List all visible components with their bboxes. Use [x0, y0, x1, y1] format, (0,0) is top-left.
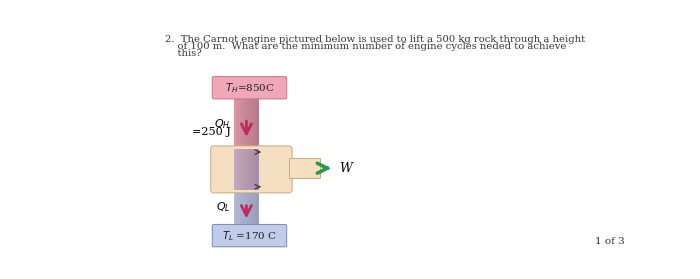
Bar [253, 190, 256, 226]
Text: =250 J: =250 J [192, 127, 231, 137]
Bar [237, 190, 240, 226]
FancyBboxPatch shape [211, 146, 292, 193]
Bar [253, 97, 256, 149]
Bar [249, 149, 253, 190]
Bar [256, 149, 259, 190]
Bar [234, 97, 237, 149]
Text: 2.  The Carnot engine pictured below is used to lift a 500 kg rock through a hei: 2. The Carnot engine pictured below is u… [165, 35, 585, 44]
Bar [240, 149, 244, 190]
Bar [234, 149, 237, 190]
FancyBboxPatch shape [212, 77, 287, 99]
Bar [256, 97, 259, 149]
Text: $Q_L$: $Q_L$ [216, 200, 231, 214]
Bar [234, 190, 237, 226]
Bar [249, 97, 253, 149]
Bar [256, 190, 259, 226]
Bar [249, 190, 253, 226]
Text: $\mathit{T}_{H}$=850C: $\mathit{T}_{H}$=850C [225, 81, 274, 95]
Bar [240, 97, 244, 149]
Bar [240, 190, 244, 226]
Text: of 100 m.  What are the minimum number of engine cycles neded to achieve: of 100 m. What are the minimum number of… [165, 42, 566, 51]
Bar [246, 97, 249, 149]
Bar [237, 149, 240, 190]
Text: 1 of 3: 1 of 3 [595, 237, 624, 246]
Bar [244, 97, 246, 149]
Text: this?: this? [165, 49, 202, 58]
Text: $Q_H$: $Q_H$ [214, 117, 231, 131]
Bar [253, 149, 256, 190]
Bar [246, 190, 249, 226]
Bar [244, 190, 246, 226]
Bar [246, 149, 249, 190]
Bar [289, 158, 320, 178]
Bar [244, 149, 246, 190]
Text: W: W [340, 162, 352, 175]
Text: $\mathit{T}_{L}$ =170 C: $\mathit{T}_{L}$ =170 C [222, 229, 277, 242]
FancyBboxPatch shape [212, 224, 287, 247]
Bar [237, 97, 240, 149]
